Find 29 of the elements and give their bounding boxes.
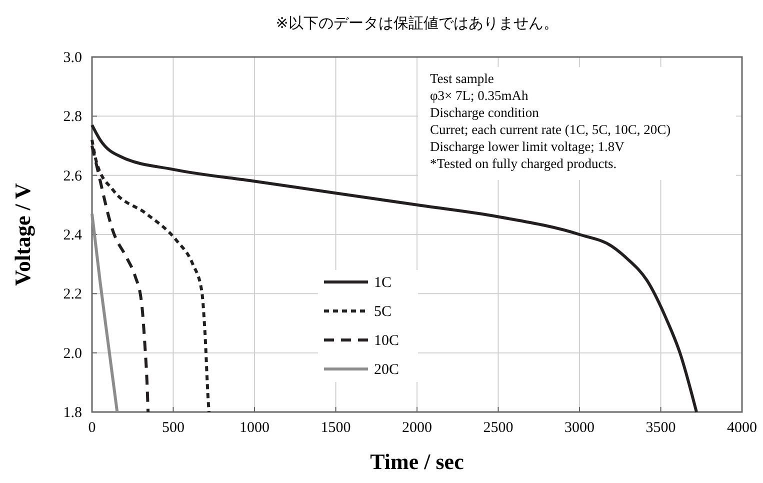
x-tick-label: 1500 xyxy=(320,420,351,436)
annotation: Test sample xyxy=(430,71,494,86)
annotation: Discharge lower limit voltage; 1.8V xyxy=(430,139,625,154)
x-tick-label: 0 xyxy=(88,420,96,436)
annotation: Curret; each current rate (1C, 5C, 10C, 20C) xyxy=(430,122,671,137)
y-axis-title: Voltage / V xyxy=(10,183,35,286)
x-axis-title: Time / sec xyxy=(370,449,464,474)
x-tick-label: 3500 xyxy=(646,420,676,436)
y-tick-label: 2.4 xyxy=(63,228,82,244)
y-tick-label: 1.8 xyxy=(63,405,82,421)
y-tick-label: 2.6 xyxy=(63,168,82,184)
y-tick-label: 2.2 xyxy=(63,286,82,303)
x-tick-label: 500 xyxy=(162,420,184,436)
annotation: Discharge condition xyxy=(430,105,540,120)
annotation: *Tested on fully charged products. xyxy=(430,156,617,171)
x-tick-label: 4000 xyxy=(727,420,757,436)
x-tick-label: 2000 xyxy=(402,420,432,436)
legend-label: 10C xyxy=(374,333,400,349)
y-tick-label: 2.8 xyxy=(63,109,82,126)
x-tick-label: 2500 xyxy=(483,420,514,436)
y-tick-label: 3.0 xyxy=(63,50,82,66)
legend-label: 5C xyxy=(374,304,392,320)
legend-label: 20C xyxy=(374,362,400,378)
annotation: φ3× 7L; 0.35mAh xyxy=(430,88,529,103)
x-tick-label: 3000 xyxy=(564,420,594,436)
y-tick-label: 2.0 xyxy=(63,346,82,362)
chart-title: ※以下のデータは保証値ではありません。 xyxy=(276,14,558,32)
x-tick-label: 1000 xyxy=(240,420,270,436)
legend-label: 1C xyxy=(374,275,392,291)
